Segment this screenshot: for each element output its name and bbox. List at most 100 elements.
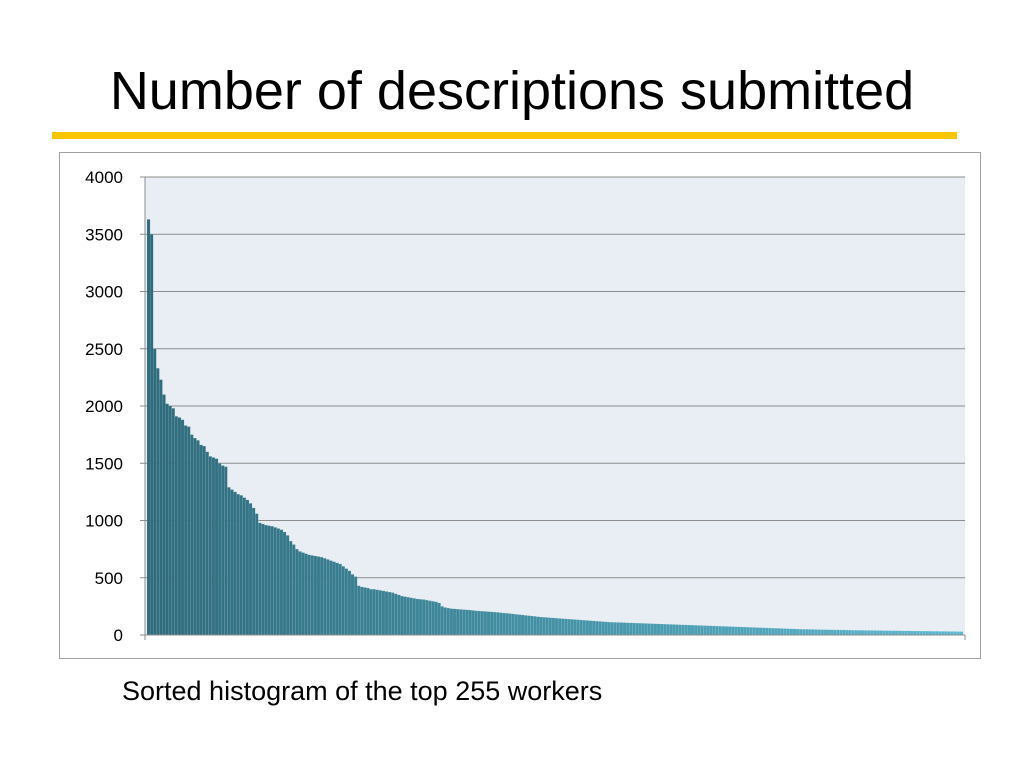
histogram-bar xyxy=(879,630,883,636)
histogram-bar xyxy=(443,607,447,636)
histogram-bar xyxy=(199,444,203,636)
histogram-bar xyxy=(758,627,763,636)
histogram-bar xyxy=(421,599,426,636)
histogram-bar xyxy=(400,595,404,636)
histogram-bar xyxy=(394,593,398,636)
histogram-bar xyxy=(598,621,602,636)
histogram-bar xyxy=(233,491,237,636)
histogram-bar xyxy=(347,570,352,636)
histogram-bar xyxy=(629,622,633,636)
histogram-bar xyxy=(180,419,185,636)
histogram-bar xyxy=(740,626,744,636)
histogram-bar xyxy=(938,631,942,636)
histogram-bar xyxy=(369,589,373,636)
histogram-bar xyxy=(783,628,787,636)
histogram-bar xyxy=(897,630,902,636)
histogram-bar xyxy=(353,576,358,636)
histogram-bar xyxy=(656,623,661,636)
histogram-bar xyxy=(564,618,568,636)
histogram-bar xyxy=(289,540,293,636)
histogram-bar xyxy=(431,601,435,636)
histogram-bar xyxy=(310,555,315,636)
histogram-bar xyxy=(820,629,825,636)
histogram-bar xyxy=(527,615,531,636)
histogram-bar xyxy=(663,623,667,636)
histogram-bar xyxy=(687,624,692,636)
histogram-bar xyxy=(279,529,284,636)
histogram-bar xyxy=(922,630,927,636)
histogram-bar xyxy=(805,629,809,636)
histogram-bar xyxy=(462,609,466,636)
histogram-bar xyxy=(489,611,494,636)
histogram-bar xyxy=(230,489,234,636)
histogram-bar xyxy=(774,628,778,636)
histogram-bar xyxy=(313,555,318,636)
histogram-bar xyxy=(616,622,621,636)
y-tick-label: 2500 xyxy=(85,340,123,359)
histogram-bar xyxy=(193,437,197,636)
histogram-bar xyxy=(845,629,849,636)
histogram-bar xyxy=(360,586,364,636)
histogram-bar xyxy=(344,568,349,636)
histogram-bar xyxy=(675,624,679,636)
histogram-bar xyxy=(255,513,259,636)
histogram-bar xyxy=(425,599,429,636)
histogram-bar xyxy=(622,622,627,636)
histogram-bar xyxy=(397,594,401,636)
histogram-bar xyxy=(554,618,559,636)
histogram-bar xyxy=(734,626,738,636)
histogram-bar xyxy=(731,626,735,636)
histogram-bar xyxy=(477,610,481,636)
histogram-bar xyxy=(768,627,772,636)
histogram-bar xyxy=(323,558,327,636)
y-tick-label: 3500 xyxy=(85,225,123,244)
histogram-bar xyxy=(814,629,818,636)
histogram-bar xyxy=(428,600,432,636)
histogram-bar xyxy=(455,608,460,636)
histogram-bar xyxy=(357,585,361,636)
histogram-bar xyxy=(941,631,945,636)
histogram-bar xyxy=(570,619,574,636)
histogram-bar xyxy=(508,613,512,636)
histogram-bar xyxy=(465,609,469,636)
histogram-bar xyxy=(545,617,549,636)
histogram-bar xyxy=(613,622,617,636)
histogram-bar xyxy=(591,620,596,636)
histogram-bar xyxy=(854,630,859,636)
histogram-bar xyxy=(261,523,265,636)
histogram-bar xyxy=(684,624,689,636)
histogram-bar xyxy=(523,615,528,636)
histogram-bar xyxy=(771,627,775,636)
histogram-bar xyxy=(217,463,222,636)
histogram-bar xyxy=(811,629,815,636)
histogram-bar xyxy=(585,620,590,636)
histogram-bar xyxy=(520,614,525,636)
histogram-bar xyxy=(316,556,321,636)
histogram-bar xyxy=(588,620,593,636)
histogram-bar xyxy=(947,631,951,636)
histogram-bar xyxy=(378,590,383,636)
histogram-bar xyxy=(304,553,308,636)
histogram-bar xyxy=(882,630,886,636)
histogram-bar xyxy=(366,587,370,636)
histogram-bar xyxy=(406,597,410,636)
histogram-bar xyxy=(557,618,562,636)
histogram-bar xyxy=(635,622,639,636)
histogram-bar xyxy=(153,348,157,636)
histogram-bar xyxy=(536,616,540,636)
histogram-bar xyxy=(579,619,583,636)
histogram-bar xyxy=(449,608,454,636)
histogram-bar xyxy=(514,614,519,636)
histogram-bar xyxy=(644,623,648,636)
histogram-bar xyxy=(919,630,923,636)
histogram-bar xyxy=(666,624,670,636)
histogram-bar xyxy=(548,617,553,636)
histogram-bar xyxy=(162,394,166,636)
histogram-bar xyxy=(387,591,392,636)
histogram-bar xyxy=(205,451,209,636)
histogram-bar xyxy=(471,610,475,636)
histogram-bar xyxy=(412,598,417,636)
histogram-bar xyxy=(221,465,225,636)
histogram-bar xyxy=(227,487,231,636)
